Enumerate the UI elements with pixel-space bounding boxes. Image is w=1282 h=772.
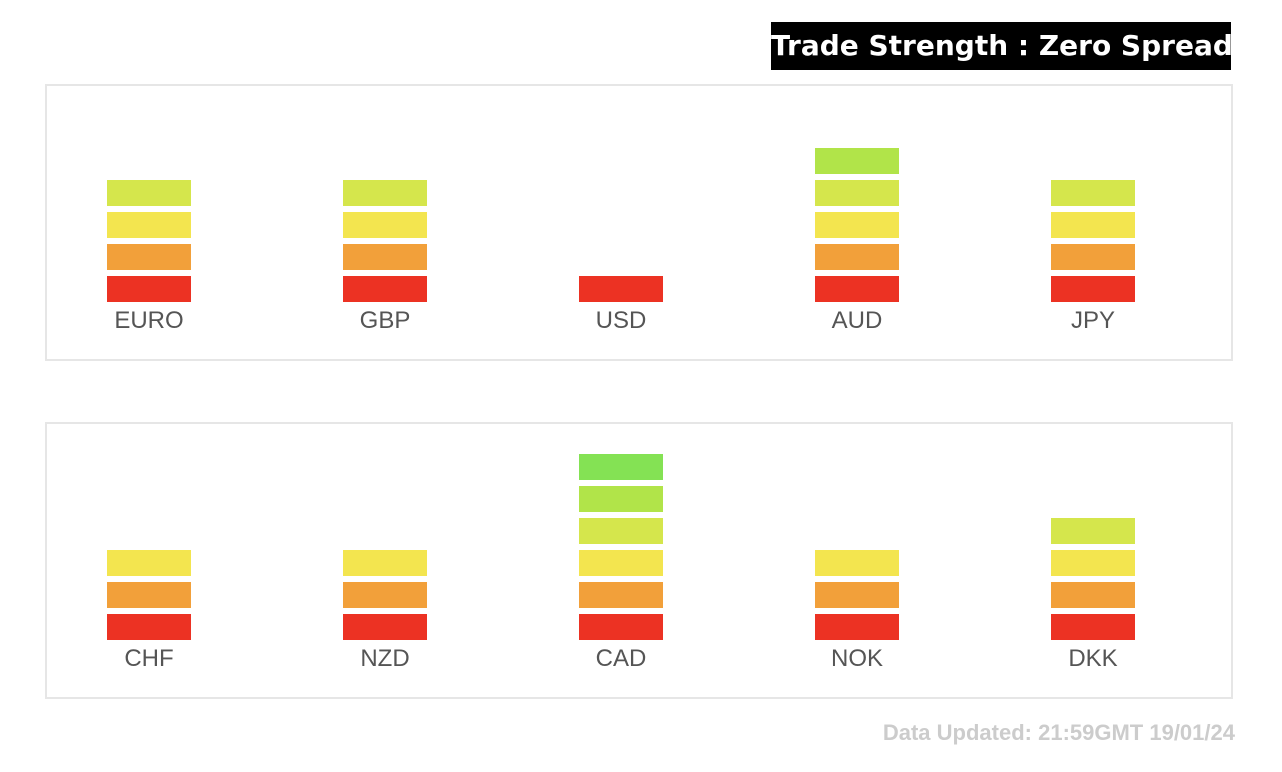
category-label-jpy: JPY — [1071, 307, 1115, 334]
bar-euro-segment-2 — [107, 244, 191, 270]
bar-aud-segment-1 — [815, 276, 899, 302]
bar-jpy-segment-4 — [1051, 180, 1135, 206]
bar-gbp-segment-3 — [343, 212, 427, 238]
bar-cad-segment-1 — [579, 614, 663, 640]
strength-chart-1: EURO GBP USD AUD JPY — [107, 148, 1135, 334]
bar-jpy-segment-2 — [1051, 244, 1135, 270]
bar-dkk-segment-3 — [1051, 550, 1135, 576]
strength-panel-2: CHF NZD CAD NOK DKK — [45, 422, 1233, 699]
bar-aud-segment-5 — [815, 148, 899, 174]
bar-gbp-segment-2 — [343, 244, 427, 270]
category-label-aud: AUD — [832, 307, 883, 334]
bar-cad-segment-2 — [579, 582, 663, 608]
bar-nzd-segment-2 — [343, 582, 427, 608]
category-label-cad: CAD — [596, 645, 647, 672]
bar-gbp-segment-1 — [343, 276, 427, 302]
bar-dkk-segment-2 — [1051, 582, 1135, 608]
bar-euro-segment-3 — [107, 212, 191, 238]
bar-aud-segment-3 — [815, 212, 899, 238]
bar-jpy-segment-3 — [1051, 212, 1135, 238]
category-label-gbp: GBP — [360, 307, 411, 334]
bar-nzd-segment-1 — [343, 614, 427, 640]
bar-euro-segment-1 — [107, 276, 191, 302]
bar-cad-segment-5 — [579, 486, 663, 512]
bar-dkk-segment-1 — [1051, 614, 1135, 640]
bar-gbp-segment-4 — [343, 180, 427, 206]
bar-cad-segment-3 — [579, 550, 663, 576]
data-updated-text: Data Updated: 21:59GMT 19/01/24 — [882, 720, 1235, 745]
bar-cad-segment-6 — [579, 454, 663, 480]
category-label-chf: CHF — [124, 645, 173, 672]
bar-jpy-segment-1 — [1051, 276, 1135, 302]
bar-aud-segment-4 — [815, 180, 899, 206]
chart-title: Trade Strength : Zero Spreads — [771, 22, 1231, 70]
category-label-usd: USD — [596, 307, 647, 334]
category-label-nok: NOK — [831, 645, 883, 672]
bar-cad-segment-4 — [579, 518, 663, 544]
bar-chf-segment-3 — [107, 550, 191, 576]
bar-nok-segment-2 — [815, 582, 899, 608]
category-label-dkk: DKK — [1068, 645, 1117, 672]
category-label-nzd: NZD — [360, 645, 409, 672]
category-label-euro: EURO — [114, 307, 183, 334]
bar-nok-segment-1 — [815, 614, 899, 640]
bar-dkk-segment-4 — [1051, 518, 1135, 544]
bar-chf-segment-2 — [107, 582, 191, 608]
bar-usd-segment-1 — [579, 276, 663, 302]
bar-chf-segment-1 — [107, 614, 191, 640]
bar-nok-segment-3 — [815, 550, 899, 576]
bar-aud-segment-2 — [815, 244, 899, 270]
strength-chart-2: CHF NZD CAD NOK DKK — [107, 454, 1135, 672]
bar-nzd-segment-3 — [343, 550, 427, 576]
strength-panel-1: EURO GBP USD AUD JPY — [45, 84, 1233, 361]
bar-euro-segment-4 — [107, 180, 191, 206]
